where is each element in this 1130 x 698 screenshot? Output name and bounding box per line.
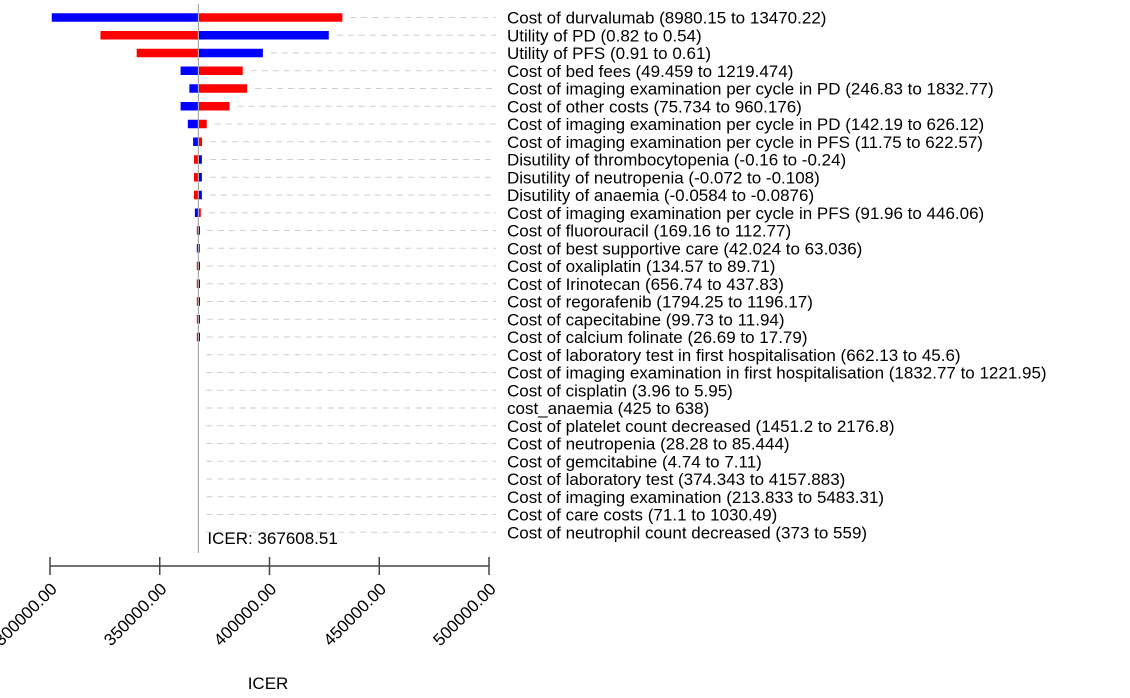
high-value-bar — [198, 84, 248, 93]
low-value-bar — [198, 332, 200, 342]
x-tick-label: 300000.00 — [0, 579, 61, 649]
parameter-labels-layer: Cost of durvalumab (8980.15 to 13470.22)… — [507, 9, 1047, 543]
base-icer-label: ICER: 367608.51 — [207, 529, 337, 548]
low-value-bar — [189, 84, 199, 93]
parameter-label: Cost of Irinotecan (656.74 to 437.83) — [507, 275, 784, 294]
low-value-bar — [198, 31, 329, 40]
high-value-bar — [100, 31, 199, 40]
high-value-bar — [198, 102, 230, 111]
high-value-bar — [196, 226, 199, 235]
bars-layer — [51, 13, 343, 342]
parameter-label: Cost of imaging examination per cycle in… — [507, 80, 994, 99]
parameter-label: Cost of laboratory test (374.343 to 4157… — [507, 470, 845, 489]
high-value-bar — [196, 279, 199, 288]
low-value-bar — [196, 244, 199, 253]
parameter-label: Disutility of thrombocytopenia (-0.16 to… — [507, 151, 846, 170]
parameter-label: Cost of bed fees (49.459 to 1219.474) — [507, 62, 793, 81]
parameter-label: Cost of capecitabine (99.73 to 11.94) — [507, 310, 785, 329]
x-axis-title: ICER — [248, 674, 289, 693]
low-value-bar — [198, 315, 200, 324]
parameter-label: Cost of durvalumab (8980.15 to 13470.22) — [507, 9, 826, 28]
high-value-bar — [193, 173, 199, 182]
high-value-bar — [196, 297, 199, 306]
parameter-label: Cost of neutropenia (28.28 to 85.444) — [507, 435, 790, 454]
x-axis-ticks: 300000.00 350000.00 400000.00 450000.00 5000… — [0, 557, 500, 650]
x-tick-label: 350000.00 — [100, 579, 170, 649]
parameter-label: Disutility of neutropenia (-0.072 to -0.… — [507, 168, 820, 187]
high-value-bar — [198, 66, 243, 75]
parameter-label: Cost of imaging examination in first hos… — [507, 364, 1047, 383]
parameter-label: Cost of imaging examination per cycle in… — [507, 204, 984, 223]
low-value-bar — [198, 155, 202, 164]
parameter-label: Cost of imaging examination (213.833 to … — [507, 488, 884, 507]
low-value-bar — [198, 226, 200, 235]
x-tick-label: 450000.00 — [320, 579, 390, 649]
x-tick-label: 500000.00 — [430, 579, 500, 649]
low-value-bar — [194, 208, 199, 217]
low-value-bar — [51, 13, 199, 22]
high-value-bar — [198, 137, 203, 146]
parameter-label: Cost of regorafenib (1794.25 to 1196.17) — [507, 293, 813, 312]
parameter-label: Cost of imaging examination per cycle in… — [507, 133, 983, 152]
low-value-bar — [198, 297, 200, 306]
parameter-label: Cost of oxaliplatin (134.57 to 89.71) — [507, 257, 775, 276]
parameter-label: Cost of platelet count decreased (1451.2… — [507, 417, 894, 436]
parameter-label: cost_anaemia (425 to 638) — [507, 399, 709, 418]
parameter-label: Cost of imaging examination per cycle in… — [507, 115, 984, 134]
parameter-label: Cost of best supportive care (42.024 to … — [507, 239, 862, 258]
high-value-bar — [196, 261, 199, 271]
parameter-label: Cost of other costs (75.734 to 960.176) — [507, 97, 802, 116]
parameter-label: Cost of care costs (71.1 to 1030.49) — [507, 506, 777, 525]
parameter-label: Utility of PD (0.82 to 0.54) — [507, 26, 702, 45]
low-value-bar — [198, 279, 200, 288]
guide-lines-layer — [206, 17, 496, 533]
high-value-bar — [196, 315, 199, 324]
high-value-bar — [198, 244, 200, 253]
low-value-bar — [198, 48, 263, 58]
parameter-label: Cost of calcium folinate (26.69 to 17.79… — [507, 328, 808, 347]
parameter-label: Cost of fluorouracil (169.16 to 112.77) — [507, 222, 791, 241]
high-value-bar — [193, 155, 199, 164]
high-value-bar — [196, 332, 199, 342]
parameter-label: Disutility of anaemia (-0.0584 to -0.087… — [507, 186, 814, 205]
high-value-bar — [193, 190, 199, 200]
low-value-bar — [198, 173, 202, 182]
low-value-bar — [180, 102, 199, 111]
parameter-label: Cost of laboratory test in first hospita… — [507, 346, 961, 365]
high-value-bar — [136, 48, 199, 58]
low-value-bar — [180, 66, 199, 75]
high-value-bar — [198, 208, 201, 217]
high-value-bar — [198, 119, 207, 129]
parameter-label: Cost of cisplatin (3.96 to 5.95) — [507, 381, 733, 400]
low-value-bar — [198, 190, 202, 200]
parameter-label: Cost of neutrophil count decreased (373 … — [507, 523, 867, 542]
parameter-label: Utility of PFS (0.91 to 0.61) — [507, 44, 711, 63]
low-value-bar — [193, 137, 199, 146]
low-value-bar — [198, 261, 200, 271]
parameter-label: Cost of gemcitabine (4.74 to 7.11) — [507, 452, 762, 471]
low-value-bar — [187, 119, 199, 129]
x-axis: 300000.00 350000.00 400000.00 450000.00 5000… — [0, 557, 500, 650]
high-value-bar — [198, 13, 343, 22]
x-tick-label: 400000.00 — [210, 579, 280, 649]
